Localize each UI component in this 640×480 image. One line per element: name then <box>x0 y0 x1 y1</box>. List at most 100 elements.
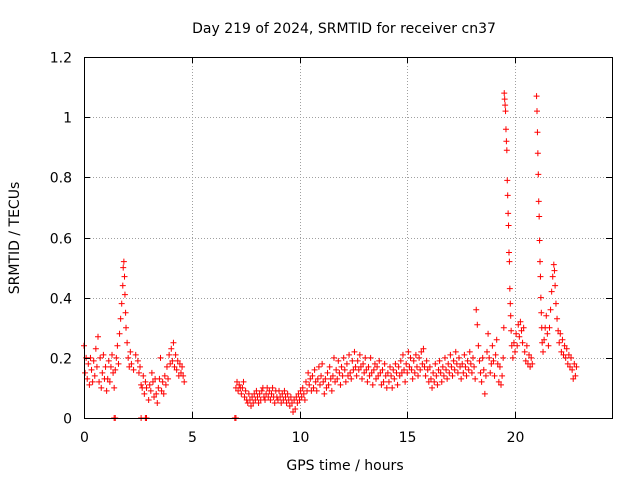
data-point <box>356 351 363 358</box>
data-point <box>309 372 316 379</box>
chart-title: Day 219 of 2024, SRMTID for receiver cn3… <box>192 21 496 37</box>
data-point <box>279 390 286 397</box>
data-point <box>314 375 321 382</box>
data-point <box>393 369 400 376</box>
data-point <box>262 396 269 403</box>
data-point <box>277 393 284 400</box>
data-point <box>329 372 336 379</box>
data-point <box>109 351 116 358</box>
y-tick-label: 0.6 <box>50 232 72 248</box>
data-point <box>104 375 111 382</box>
data-point <box>121 291 128 298</box>
data-point <box>327 375 334 382</box>
data-point <box>276 387 283 394</box>
data-point <box>488 360 495 367</box>
data-point <box>473 306 480 313</box>
data-point <box>298 393 305 400</box>
data-point <box>146 381 153 388</box>
data-point <box>251 390 258 397</box>
data-point <box>528 354 535 361</box>
data-point <box>162 381 169 388</box>
data-point <box>556 339 563 346</box>
x-tick-label: 15 <box>399 430 417 446</box>
data-point <box>357 363 364 370</box>
data-point <box>125 354 132 361</box>
data-point <box>552 282 559 289</box>
data-point <box>549 273 556 280</box>
x-tick-label: 0 <box>80 430 89 446</box>
data-point <box>316 381 323 388</box>
data-point <box>541 336 548 343</box>
data-point <box>425 378 432 385</box>
data-point <box>500 324 507 331</box>
data-point <box>495 378 502 385</box>
data-point <box>418 348 425 355</box>
data-point <box>564 360 571 367</box>
x-tick-label: 10 <box>292 430 310 446</box>
data-point <box>446 369 453 376</box>
data-point <box>100 351 107 358</box>
data-point <box>155 384 162 391</box>
data-point <box>177 369 184 376</box>
data-point <box>448 363 455 370</box>
data-point <box>423 357 430 364</box>
data-point <box>493 336 500 343</box>
data-point <box>445 360 452 367</box>
data-point <box>474 321 481 328</box>
data-point <box>472 375 479 382</box>
data-point <box>491 372 498 379</box>
data-point <box>573 363 580 370</box>
data-point <box>487 369 494 376</box>
data-point <box>236 381 243 388</box>
data-point <box>120 258 127 265</box>
data-point <box>140 372 147 379</box>
y-tick-label: 0.2 <box>50 352 72 368</box>
data-point <box>359 375 366 382</box>
data-point <box>533 93 540 100</box>
data-point <box>430 369 437 376</box>
data-point <box>545 342 552 349</box>
data-point <box>333 366 340 373</box>
data-point <box>503 147 510 154</box>
data-point <box>366 372 373 379</box>
data-point <box>278 399 285 406</box>
data-point <box>124 339 131 346</box>
data-point <box>91 372 98 379</box>
data-point <box>505 249 512 256</box>
data-point <box>512 348 519 355</box>
data-point <box>337 381 344 388</box>
data-point <box>176 360 183 367</box>
data-point <box>441 354 448 361</box>
data-point <box>429 384 436 391</box>
data-point <box>301 396 308 403</box>
data-point <box>485 330 492 337</box>
data-point <box>87 354 94 361</box>
data-point <box>508 327 515 334</box>
data-point <box>154 399 161 406</box>
y-axis-label: SRMTID / TECUs <box>7 182 23 295</box>
data-point <box>504 177 511 184</box>
data-point <box>388 372 395 379</box>
data-point <box>103 387 110 394</box>
data-point <box>501 90 508 97</box>
data-point <box>433 372 440 379</box>
data-point <box>319 360 326 367</box>
data-point <box>115 360 122 367</box>
data-point <box>523 342 530 349</box>
data-point <box>469 354 476 361</box>
data-point <box>389 384 396 391</box>
data-point <box>499 372 506 379</box>
data-point <box>249 393 256 400</box>
data-point <box>170 339 177 346</box>
data-point <box>268 390 275 397</box>
data-point <box>475 342 482 349</box>
data-point <box>85 360 92 367</box>
data-point <box>92 345 99 352</box>
data-point <box>384 369 391 376</box>
data-point <box>416 354 423 361</box>
data-point <box>468 369 475 376</box>
data-point <box>471 363 478 370</box>
data-point <box>377 369 384 376</box>
data-point <box>465 366 472 373</box>
data-point <box>479 354 486 361</box>
